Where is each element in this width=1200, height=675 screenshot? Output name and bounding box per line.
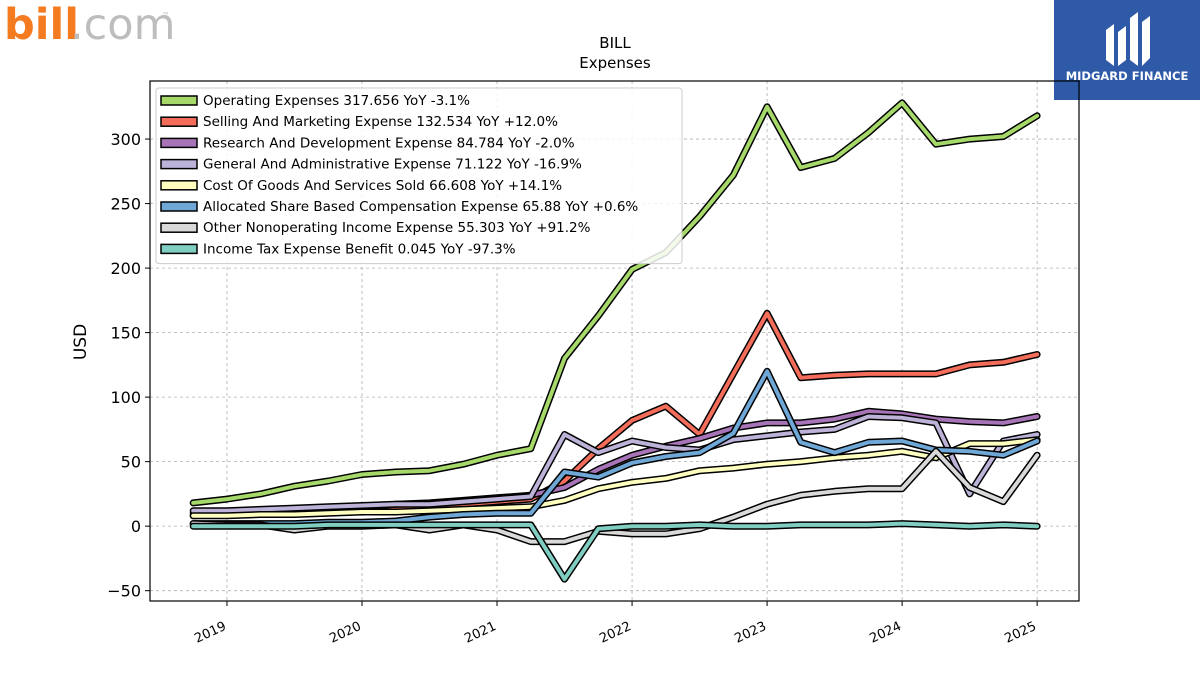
legend-entry: Allocated Share Based Compensation Expen… (203, 199, 638, 215)
plot-area (149, 80, 1080, 602)
y-tick-label: 150 (110, 324, 141, 343)
legend: Operating Expenses 317.656 YoY -3.1% Sell… (155, 87, 683, 265)
legend-entry: Income Tax Expense Benefit 0.045 YoY -97… (203, 241, 516, 257)
bill-logo-trademark: ™ (162, 11, 170, 20)
y-tick-label: 100 (110, 388, 141, 407)
y-tick-label: 250 (110, 195, 141, 214)
series-line-8 (189, 520, 1041, 583)
legend-swatch (160, 137, 198, 149)
midgard-finance-name: MIDGARD FINANCE (1066, 69, 1189, 83)
series-lines (189, 99, 1041, 583)
series-stroke (191, 437, 1040, 518)
x-tick-label: 2025 (1002, 619, 1038, 647)
legend-swatch (160, 222, 198, 233)
legend-entry: Cost Of Goods And Services Sold 66.608 Y… (203, 178, 562, 194)
legend-entry: General And Administrative Expense 71.12… (203, 157, 582, 173)
legend-entry: Operating Expenses 317.656 YoY -3.1% (203, 93, 470, 109)
y-tick-label: 200 (110, 259, 141, 278)
y-tick-label: 0 (131, 517, 141, 536)
bill-logo-wordmark: bill (4, 2, 79, 46)
y-tick-label: 50 (121, 453, 141, 472)
midgard-emblem-icon (1106, 12, 1150, 66)
x-tick-label: 2023 (732, 619, 768, 647)
legend-swatch (160, 201, 198, 212)
legend-swatch (160, 158, 198, 170)
midgard-finance-badge: MIDGARD FINANCE (1054, 0, 1200, 100)
x-tick-label: 2020 (327, 619, 363, 647)
legend-entry: Research And Development Expense 84.784 … (203, 135, 575, 151)
legend-swatch (160, 243, 198, 255)
series-stroke (191, 521, 1040, 582)
legend-box (155, 87, 683, 265)
series-line-5 (189, 436, 1041, 520)
legend-swatch (160, 95, 198, 106)
series-stroke (191, 414, 1040, 513)
legend-entry: Other Nonoperating Income Expense 55.303… (203, 220, 591, 236)
bill-logo-domain: .com (70, 2, 174, 46)
series-line-3 (189, 407, 1041, 517)
chart-subtitle: Expenses (579, 54, 651, 72)
y-tick-label: −50 (107, 582, 141, 601)
legend-swatch (160, 180, 198, 191)
legend-entry: Selling And Marketing Expense 132.534 Yo… (203, 114, 558, 130)
series-line-1 (189, 99, 1041, 507)
y-axis-label: USD (71, 324, 91, 360)
chart-title: BILL (599, 34, 631, 52)
midgard-finance-logo: MIDGARD FINANCE (1066, 12, 1189, 83)
x-tick-label: 2022 (597, 619, 633, 647)
series-line-4 (189, 413, 1041, 515)
series-stroke (191, 100, 1040, 505)
x-tick-label: 2021 (462, 619, 498, 647)
y-tick-label: 300 (110, 130, 141, 149)
x-tick-label: 2024 (867, 619, 903, 647)
bill-logo: bill .com ™ (4, 2, 174, 46)
legend-swatch (160, 116, 198, 127)
series-stroke (191, 409, 1040, 516)
x-tick-label: 2019 (192, 619, 228, 647)
